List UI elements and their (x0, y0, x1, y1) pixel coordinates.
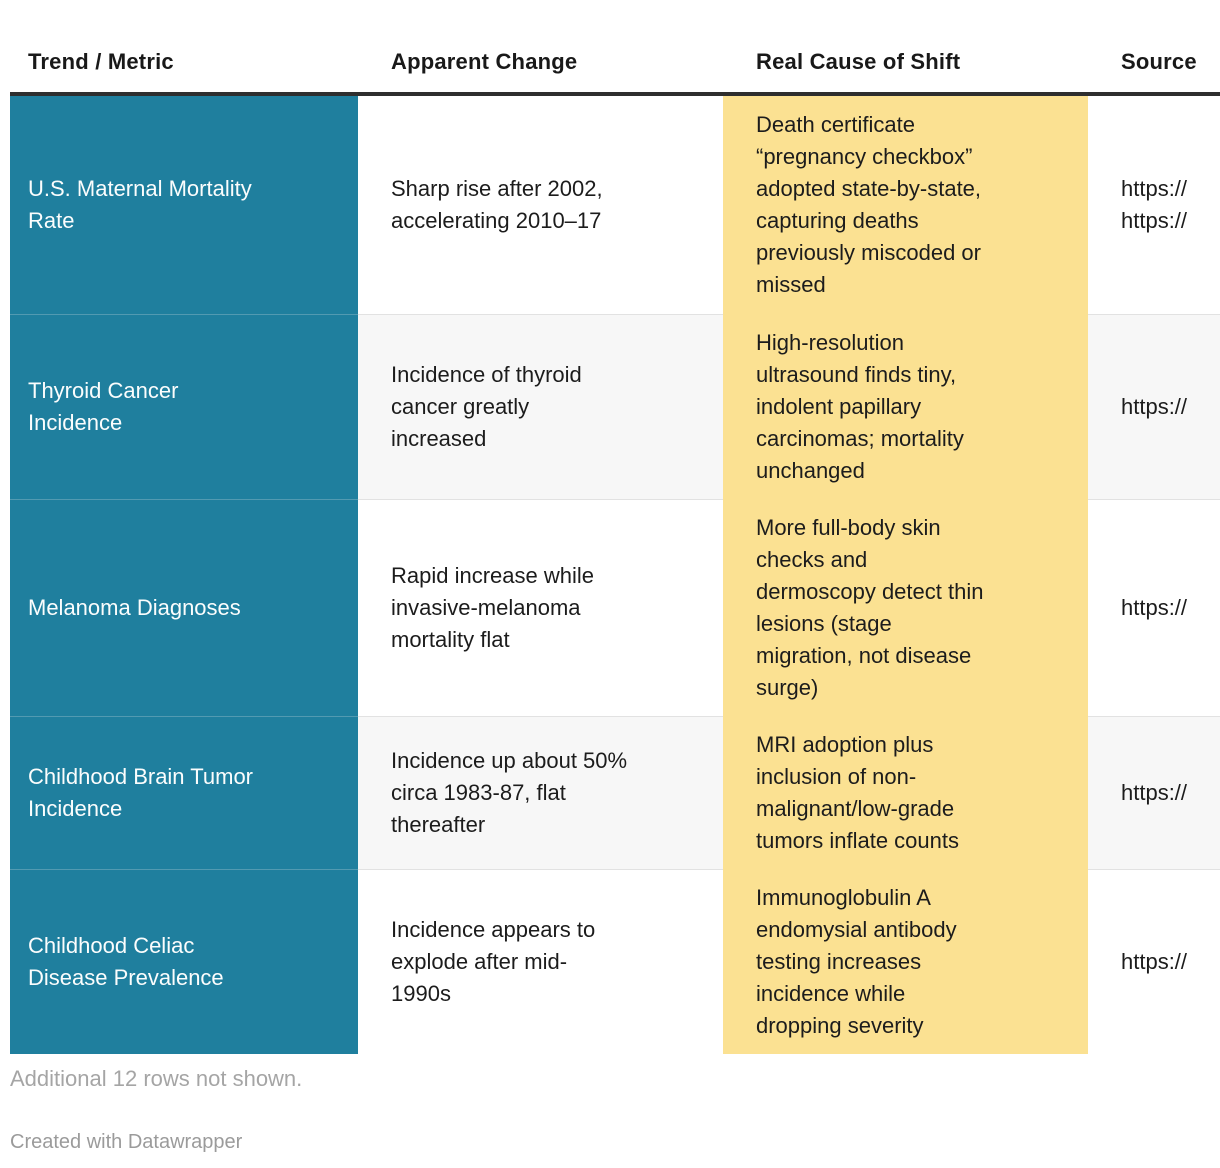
cell-trend-metric: Childhood Celiac Disease Prevalence (10, 869, 358, 1054)
cell-real-cause: More full-body skin checks and dermoscop… (723, 499, 1088, 716)
cell-source: https:// (1088, 499, 1220, 716)
column-header-source: Source (1088, 0, 1220, 96)
cell-source: https:// (1088, 869, 1220, 1054)
cell-apparent-change: Incidence of thyroid cancer greatly incr… (358, 314, 723, 499)
cell-trend-metric: Melanoma Diagnoses (10, 499, 358, 716)
table-row: Melanoma Diagnoses Rapid increase while … (10, 499, 1220, 716)
table-row: Thyroid Cancer Incidence Incidence of th… (10, 314, 1220, 499)
cell-trend-metric: Thyroid Cancer Incidence (10, 314, 358, 499)
data-table: Trend / Metric Apparent Change Real Caus… (10, 0, 1220, 1054)
table-row: Childhood Brain Tumor Incidence Incidenc… (10, 716, 1220, 869)
cell-real-cause: MRI adoption plus inclusion of non- mali… (723, 716, 1088, 869)
cell-apparent-change: Rapid increase while invasive-melanoma m… (358, 499, 723, 716)
table-container: Trend / Metric Apparent Change Real Caus… (10, 0, 1220, 1054)
column-header-real-cause: Real Cause of Shift (723, 0, 1088, 96)
header-row: Trend / Metric Apparent Change Real Caus… (10, 0, 1220, 96)
cell-apparent-change: Incidence appears to explode after mid- … (358, 869, 723, 1054)
cell-trend-metric: U.S. Maternal Mortality Rate (10, 96, 358, 314)
datawrapper-credit-link[interactable]: Created with Datawrapper (10, 1131, 243, 1153)
cell-apparent-change: Sharp rise after 2002, accelerating 2010… (358, 96, 723, 314)
table-row: Childhood Celiac Disease Prevalence Inci… (10, 869, 1220, 1054)
cell-real-cause: Immunoglobulin A endomysial antibody tes… (723, 869, 1088, 1054)
table-row: U.S. Maternal Mortality Rate Sharp rise … (10, 96, 1220, 314)
cell-source: https:// (1088, 314, 1220, 499)
cell-source: https:// (1088, 716, 1220, 869)
rows-not-shown-note: Additional 12 rows not shown. (10, 1066, 303, 1091)
column-header-apparent-change: Apparent Change (358, 0, 723, 96)
cell-apparent-change: Incidence up about 50% circa 1983-87, fl… (358, 716, 723, 869)
cell-real-cause: Death certificate “pregnancy checkbox” a… (723, 96, 1088, 314)
cell-real-cause: High-resolution ultrasound finds tiny, i… (723, 314, 1088, 499)
cell-source: https:// https:// (1088, 96, 1220, 314)
cell-trend-metric: Childhood Brain Tumor Incidence (10, 716, 358, 869)
column-header-trend-metric: Trend / Metric (10, 0, 358, 96)
